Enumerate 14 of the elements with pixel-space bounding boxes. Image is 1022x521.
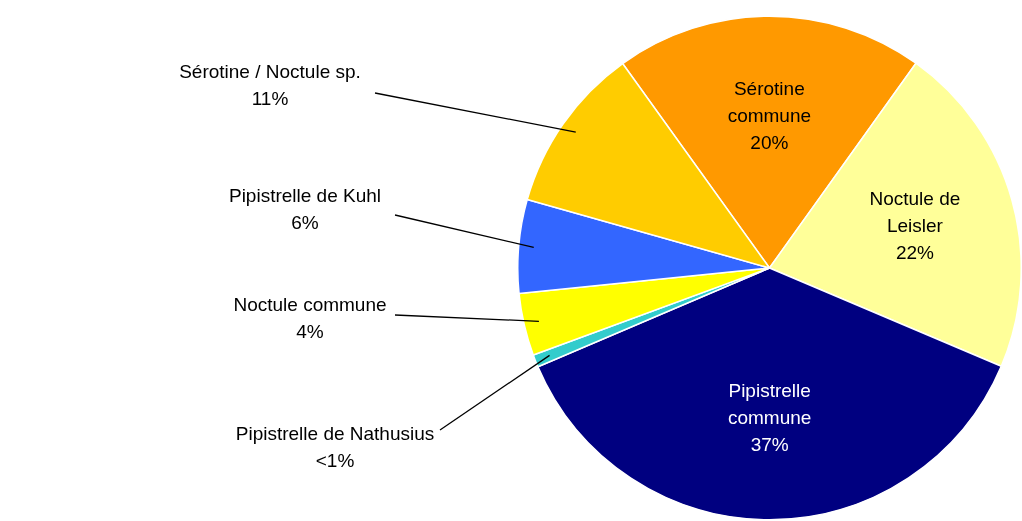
slice-label: Noctule commune [233,294,387,316]
slice-label: Noctule de Leisler [869,188,961,237]
data-label: <1% [315,450,355,472]
slice-label: Sérotine / Noctule sp. [179,61,361,83]
slice-label: Pipistrelle de Kuhl [228,185,382,207]
data-label: 4% [296,321,324,343]
data-label: 6% [291,212,319,234]
slice-label: Sérotine commune [727,78,812,127]
slice-label: Pipistrelle de Nathusius [235,423,435,445]
data-label: 11% [251,88,289,110]
slice-label: Pipistrelle commune [727,380,812,429]
data-label: 20% [750,132,789,154]
data-label: 37% [750,434,789,456]
data-label: 22% [895,242,935,264]
